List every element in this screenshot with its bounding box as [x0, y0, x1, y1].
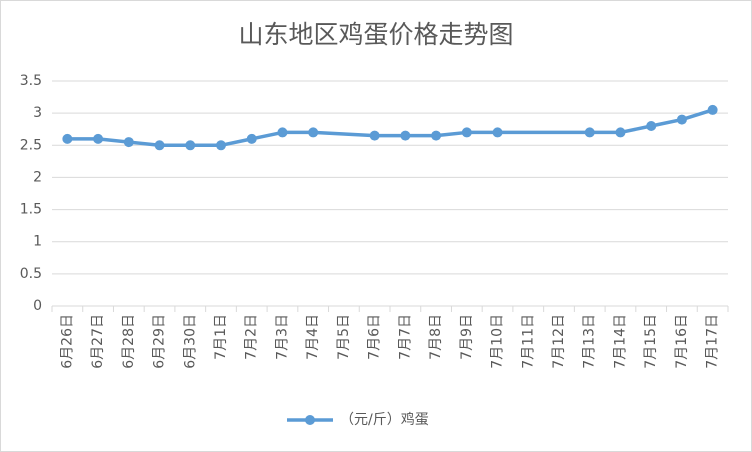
- x-tick-label: 6月28日: [121, 314, 137, 369]
- x-tick-label: 7月15日: [643, 314, 659, 369]
- data-point: [246, 133, 257, 144]
- x-tick-label: 7月9日: [459, 314, 475, 360]
- x-tick-label: 7月11日: [520, 314, 536, 369]
- x-tick-label: 7月2日: [244, 314, 260, 360]
- data-point: [431, 130, 442, 141]
- x-tick-label: 6月30日: [182, 314, 198, 369]
- data-point: [154, 140, 165, 151]
- data-point: [676, 114, 687, 125]
- y-tick-label: 0.5: [20, 266, 42, 282]
- x-tick-label: 7月4日: [305, 314, 321, 360]
- chart-title: 山东地区鸡蛋价格走势图: [238, 20, 513, 49]
- data-point: [123, 137, 134, 148]
- legend-marker: [305, 415, 315, 425]
- y-tick-label: 2.5: [20, 137, 42, 153]
- data-point: [62, 133, 73, 144]
- y-tick-label: 3: [33, 105, 42, 121]
- data-point: [707, 104, 718, 115]
- data-point: [492, 127, 503, 138]
- y-tick-label: 1: [33, 234, 42, 250]
- data-point: [308, 127, 319, 138]
- x-tick-label: 7月3日: [274, 314, 290, 360]
- data-point: [461, 127, 472, 138]
- y-tick-label: 1.5: [20, 202, 42, 218]
- data-point: [369, 130, 380, 141]
- x-tick-label: 7月6日: [367, 314, 383, 360]
- x-tick-label: 7月17日: [705, 314, 721, 369]
- y-tick-label: 3.5: [20, 73, 42, 89]
- x-tick-label: 7月1日: [213, 314, 229, 360]
- data-point: [615, 127, 626, 138]
- data-point: [400, 130, 411, 141]
- x-tick-label: 7月14日: [612, 314, 628, 369]
- data-point: [584, 127, 595, 138]
- x-tick-label: 7月13日: [582, 314, 598, 369]
- x-tick-label: 6月27日: [90, 314, 106, 369]
- x-tick-label: 7月5日: [336, 314, 352, 360]
- data-point: [216, 140, 226, 151]
- y-tick-label: 2: [33, 169, 42, 185]
- y-tick-label: 0: [33, 298, 42, 314]
- x-tick-label: 7月8日: [428, 314, 444, 360]
- data-point: [93, 133, 104, 144]
- data-point: [646, 121, 657, 131]
- legend-label: （元/斤）鸡蛋: [340, 411, 429, 428]
- x-tick-label: 6月26日: [59, 314, 75, 369]
- x-tick-label: 6月29日: [152, 314, 168, 369]
- x-tick-label: 7月16日: [674, 314, 690, 369]
- data-point: [185, 140, 196, 151]
- x-tick-label: 7月10日: [490, 314, 506, 369]
- x-tick-label: 7月7日: [397, 314, 413, 360]
- data-point: [277, 127, 288, 138]
- x-tick-label: 7月12日: [551, 314, 567, 369]
